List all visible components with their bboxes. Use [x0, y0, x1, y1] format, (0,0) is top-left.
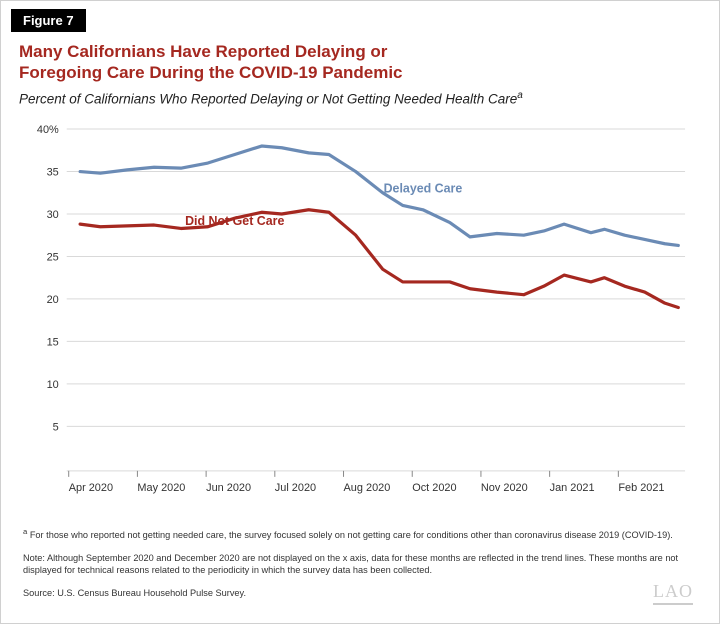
svg-text:Jul 2020: Jul 2020: [275, 482, 316, 494]
svg-text:Aug 2020: Aug 2020: [344, 482, 391, 494]
svg-text:35: 35: [47, 166, 59, 178]
svg-text:Apr 2020: Apr 2020: [69, 482, 113, 494]
svg-text:30: 30: [47, 209, 59, 221]
main-title: Many Californians Have Reported Delaying…: [19, 41, 701, 84]
svg-text:Nov 2020: Nov 2020: [481, 482, 528, 494]
svg-text:Delayed Care: Delayed Care: [384, 182, 463, 196]
chart-series: [80, 146, 678, 307]
svg-text:Did Not Get Care: Did Not Get Care: [185, 214, 284, 228]
title-line-2: Foregoing Care During the COVID-19 Pande…: [19, 63, 403, 82]
footnote-note: Note: Although September 2020 and Decemb…: [23, 552, 697, 577]
svg-text:40%: 40%: [37, 124, 59, 136]
svg-text:Jan 2021: Jan 2021: [550, 482, 595, 494]
footnote-a-text: For those who reported not getting neede…: [27, 530, 673, 540]
svg-text:10: 10: [47, 379, 59, 391]
subtitle-sup: a: [517, 90, 523, 101]
watermark-text: LAO: [653, 581, 693, 605]
svg-text:Jun 2020: Jun 2020: [206, 482, 251, 494]
svg-text:25: 25: [47, 251, 59, 263]
subtitle-text: Percent of Californians Who Reported Del…: [19, 91, 517, 106]
svg-text:Oct 2020: Oct 2020: [412, 482, 456, 494]
svg-text:May 2020: May 2020: [137, 482, 185, 494]
series-labels: Delayed Care Did Not Get Care: [185, 182, 462, 228]
svg-text:Feb 2021: Feb 2021: [618, 482, 664, 494]
footnote-source: Source: U.S. Census Bureau Household Pul…: [23, 587, 697, 599]
watermark: LAO: [653, 581, 693, 605]
footnote-a: a For those who reported not getting nee…: [23, 527, 697, 541]
chart-svg: 5 10 15 20 25 30 35 40% Apr 2020 May 2020 Jun 202…: [19, 121, 695, 503]
chart-grid: [67, 129, 685, 471]
svg-text:5: 5: [53, 421, 59, 433]
svg-text:20: 20: [47, 294, 59, 306]
x-axis: Apr 2020 May 2020 Jun 2020 Jul 2020 Aug 2020…: [69, 471, 665, 494]
subtitle: Percent of Californians Who Reported Del…: [19, 90, 701, 107]
title-block: Many Californians Have Reported Delaying…: [19, 41, 701, 106]
title-line-1: Many Californians Have Reported Delaying…: [19, 42, 387, 61]
svg-text:15: 15: [47, 336, 59, 348]
footnotes: a For those who reported not getting nee…: [23, 527, 697, 609]
line-chart: 5 10 15 20 25 30 35 40% Apr 2020 May 2020 Jun 202…: [19, 121, 695, 503]
figure-tag: Figure 7: [11, 9, 86, 32]
y-axis: 5 10 15 20 25 30 35 40%: [37, 124, 59, 433]
